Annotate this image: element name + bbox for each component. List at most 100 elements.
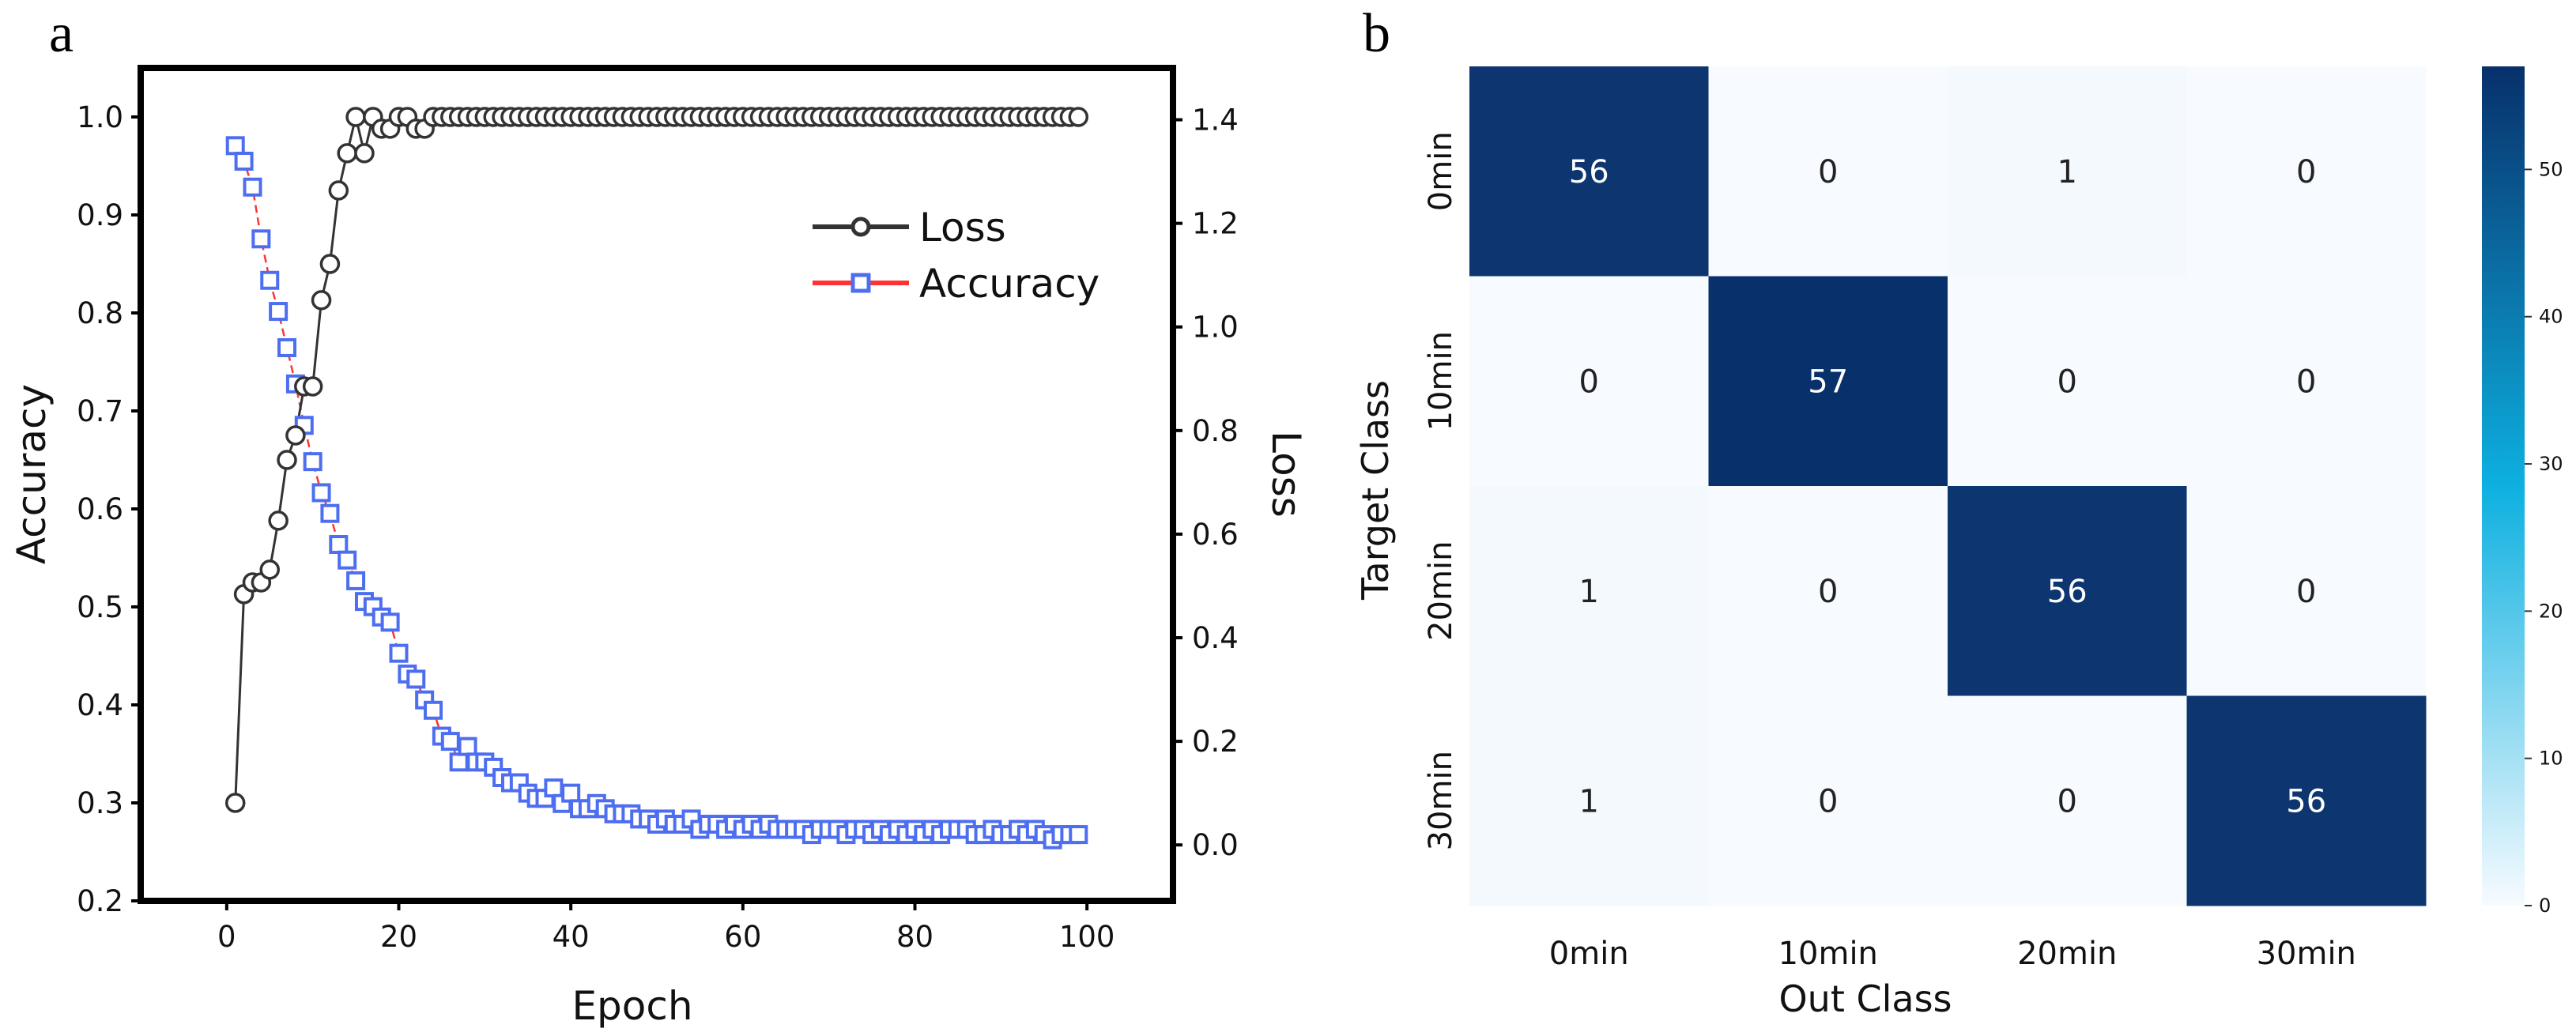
matrix-cells: 56 0 1 0 0 57 0 0 1 0 56 0 1 0 0 56 — [1469, 66, 2427, 906]
accuracy-point — [225, 136, 245, 156]
loss-point — [328, 180, 349, 201]
matrix-cell — [1708, 695, 1948, 906]
accuracy-point — [311, 483, 331, 503]
colorbar: 0 10 20 30 40 50 — [2482, 66, 2563, 917]
matrix-y-tick-label: 10min — [1423, 331, 1459, 431]
matrix-cell — [2186, 695, 2427, 906]
x-tick-label: 40 — [553, 920, 590, 954]
x-tick-label: 80 — [896, 920, 933, 954]
x-tick-label: 0 — [217, 920, 236, 954]
matrix-cell — [1469, 695, 1709, 906]
colorbar-ticks: 0 10 20 30 40 50 — [2525, 158, 2563, 917]
accuracy-point — [260, 270, 280, 290]
loss-point — [1068, 107, 1089, 127]
accuracy-point — [458, 737, 477, 756]
matrix-cell-value: 0 — [1818, 574, 1838, 610]
matrix-cell-value: 0 — [1818, 154, 1838, 190]
matrix-y-tick-label: 0min — [1423, 131, 1459, 211]
accuracy-point — [303, 452, 322, 472]
colorbar-tick-label: 50 — [2539, 158, 2563, 180]
y2-tick-label: 1.2 — [1192, 207, 1239, 241]
matrix-cell — [2186, 276, 2427, 487]
accuracy-point — [277, 337, 297, 357]
loss-point — [285, 425, 306, 446]
accuracy-point — [320, 503, 340, 523]
loss-point — [319, 254, 341, 274]
matrix-y-tick-label: 30min — [1423, 751, 1459, 850]
x-axis-ticks: 0 20 40 60 80 100 — [217, 901, 1115, 954]
matrix-cell-value: 0 — [2296, 154, 2316, 190]
y-tick-label: 1.0 — [77, 100, 123, 134]
panel-a-letter: a — [49, 3, 74, 64]
matrix-cell-value: 1 — [1579, 783, 1599, 819]
matrix-y-ticks: 0min 10min 20min 30min — [1423, 131, 1459, 850]
series-markers — [224, 107, 1089, 850]
loss-point — [259, 559, 280, 580]
x-axis-label: Epoch — [571, 983, 692, 1029]
matrix-cell-value: 0 — [2057, 783, 2077, 819]
accuracy-point — [329, 535, 349, 555]
accuracy-point — [544, 778, 564, 798]
legend-accuracy-marker — [850, 273, 871, 293]
y-tick-label: 0.7 — [77, 394, 123, 428]
matrix-cell-value: 0 — [1579, 364, 1599, 400]
y-tick-label: 0.2 — [77, 884, 123, 918]
matrix-cell — [1469, 66, 1709, 277]
matrix-cell-value: 56 — [1569, 154, 1609, 190]
accuracy-point — [380, 612, 400, 632]
matrix-cell — [1948, 276, 2187, 487]
matrix-cell — [2186, 66, 2427, 277]
loss-point — [337, 143, 357, 164]
accuracy-point — [346, 571, 366, 590]
y-tick-label: 0.4 — [77, 688, 123, 722]
matrix-cell — [1948, 695, 2187, 906]
loss-point — [345, 107, 366, 127]
y2-tick-label: 0.8 — [1192, 414, 1239, 448]
legend-loss-label: Loss — [919, 205, 1006, 251]
confusion-matrix: 56 0 1 00 57 0 01 0 56 01 0 0 56 0min 10min 20min 30min… — [1354, 66, 2563, 1020]
y2-tick-label: 0.4 — [1192, 621, 1239, 655]
y2-tick-label: 1.0 — [1192, 311, 1239, 345]
accuracy-point — [234, 151, 254, 171]
matrix-cell — [1708, 486, 1948, 696]
accuracy-point — [338, 550, 357, 570]
matrix-cell-value: 0 — [2057, 364, 2077, 400]
y-tick-label: 0.6 — [77, 492, 123, 526]
loss-point — [302, 376, 323, 397]
matrix-y-label: Target Class — [1354, 380, 1397, 601]
matrix-cell-value: 57 — [1808, 364, 1848, 400]
x-tick-label: 100 — [1059, 920, 1115, 954]
matrix-x-tick-label: 20min — [2017, 936, 2117, 972]
y2-tick-label: 1.4 — [1192, 104, 1239, 138]
accuracy-point — [389, 643, 409, 663]
y-axis-label: Accuracy — [9, 384, 55, 564]
accuracy-point — [449, 752, 469, 772]
accuracy-point — [1069, 825, 1088, 845]
y-tick-label: 0.9 — [77, 198, 123, 232]
accuracy-point — [269, 302, 289, 322]
matrix-cell-value: 1 — [1579, 574, 1599, 610]
matrix-cell-value: 56 — [2286, 783, 2326, 819]
matrix-y-tick-label: 20min — [1423, 541, 1459, 641]
colorbar-tick-label: 40 — [2539, 306, 2563, 328]
y2-axis-ticks: 0.0 0.2 0.4 0.6 0.8 1.0 1.2 1.4 — [1173, 104, 1239, 862]
matrix-x-label: Out Class — [1778, 978, 1952, 1020]
y-tick-label: 0.3 — [77, 786, 123, 820]
panel-b-letter: b — [1363, 3, 1390, 64]
y-axis-ticks: 0.2 0.3 0.4 0.5 0.6 0.7 0.8 0.9 1.0 — [77, 100, 141, 918]
y-tick-label: 0.5 — [77, 590, 123, 624]
matrix-cell-value: 56 — [2047, 574, 2088, 610]
legend: Loss Accuracy — [813, 205, 1099, 307]
loss-point — [277, 450, 297, 470]
loss-point — [268, 510, 289, 531]
loss-point — [311, 290, 332, 311]
colorbar-tick-label: 10 — [2539, 748, 2563, 770]
loss-point — [224, 793, 246, 813]
matrix-cell-value: 1 — [2057, 154, 2077, 190]
legend-loss-marker — [850, 217, 871, 237]
accuracy-point — [440, 732, 460, 752]
matrix-cell — [1469, 486, 1709, 696]
accuracy-point — [424, 700, 443, 720]
colorbar-gradient — [2482, 66, 2525, 906]
